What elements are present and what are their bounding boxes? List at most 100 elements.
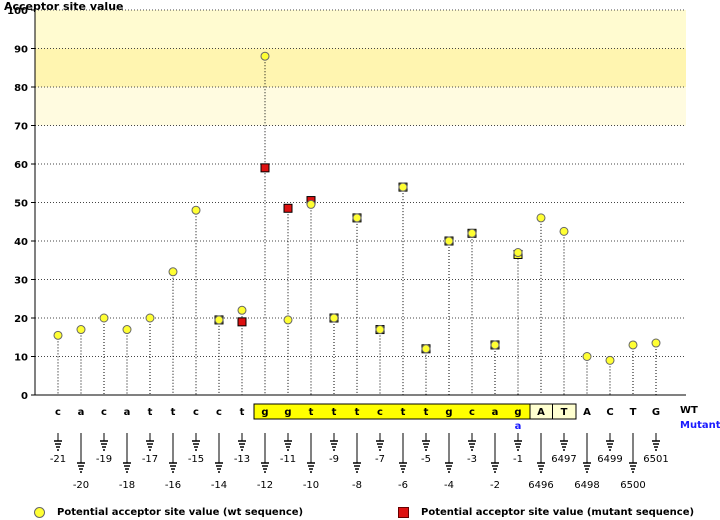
wt-base: g xyxy=(445,407,452,418)
y-tick-label: 30 xyxy=(14,276,28,287)
wt-base: g xyxy=(261,407,268,418)
position-label: -20 xyxy=(73,480,89,491)
wt-base: T xyxy=(630,407,637,418)
mutant-point xyxy=(237,317,247,327)
mutant-base: a xyxy=(515,421,522,432)
wt-base: t xyxy=(332,407,337,418)
wt-point xyxy=(122,325,132,335)
position-label: -4 xyxy=(444,480,454,491)
wt-point xyxy=(237,305,247,315)
wt-point xyxy=(329,313,339,323)
wt-base: C xyxy=(606,407,613,418)
position-label: -2 xyxy=(490,480,500,491)
position-label: -1 xyxy=(513,454,523,465)
wt-point xyxy=(536,213,546,223)
wt-point xyxy=(628,340,638,350)
y-tick-label: 50 xyxy=(14,199,28,210)
wt-point xyxy=(191,205,201,215)
y-tick-label: 40 xyxy=(14,237,28,248)
position-label: 6497 xyxy=(551,454,576,465)
wt-point xyxy=(168,267,178,277)
y-tick-label: 10 xyxy=(14,353,28,364)
wt-base: T xyxy=(561,407,568,418)
position-label: -18 xyxy=(119,480,135,491)
position-label: -6 xyxy=(398,480,408,491)
wt-base: A xyxy=(537,407,545,418)
legend-wt-label: Potential acceptor site value (wt sequen… xyxy=(57,507,304,518)
wt-point xyxy=(306,199,316,209)
wt-point xyxy=(559,226,569,236)
wt-base: c xyxy=(55,407,61,418)
highlight-band xyxy=(35,87,686,126)
wt-base: a xyxy=(492,407,499,418)
position-label: -12 xyxy=(257,480,273,491)
intron-sequence-box xyxy=(253,403,531,420)
position-label: -10 xyxy=(303,480,319,491)
wt-base: t xyxy=(148,407,153,418)
wt-base: c xyxy=(101,407,107,418)
wt-base: A xyxy=(583,407,591,418)
position-label: 6496 xyxy=(528,480,553,491)
position-label: 6499 xyxy=(597,454,622,465)
wt-base: c xyxy=(469,407,475,418)
mutant-row-label: Mutant xyxy=(680,420,720,431)
legend-mutant: Potential acceptor site value (mutant se… xyxy=(398,507,694,518)
highlight-band xyxy=(35,48,686,87)
wt-base: t xyxy=(424,407,429,418)
wt-point xyxy=(605,355,615,365)
wt-point xyxy=(283,315,293,325)
position-label: 6501 xyxy=(643,454,668,465)
wt-base: g xyxy=(514,407,521,418)
wt-point xyxy=(444,236,454,246)
wt-base: c xyxy=(193,407,199,418)
wt-base: c xyxy=(216,407,222,418)
wt-point xyxy=(467,228,477,238)
wt-base: t xyxy=(309,407,314,418)
highlight-band xyxy=(35,10,686,49)
y-tick-label: 0 xyxy=(21,391,28,402)
position-label: -17 xyxy=(142,454,158,465)
wt-point xyxy=(421,344,431,354)
position-label: 6498 xyxy=(574,480,599,491)
wt-row-label: WT xyxy=(680,405,698,416)
position-label: -15 xyxy=(188,454,204,465)
wt-base: t xyxy=(401,407,406,418)
position-label: -19 xyxy=(96,454,112,465)
legend-circle-icon xyxy=(34,507,45,518)
position-label: -16 xyxy=(165,480,181,491)
wt-base: a xyxy=(78,407,85,418)
wt-point xyxy=(582,352,592,361)
wt-point xyxy=(260,51,270,61)
y-tick-label: 20 xyxy=(14,314,28,325)
wt-point xyxy=(513,248,523,258)
legend-mutant-label: Potential acceptor site value (mutant se… xyxy=(421,507,695,518)
y-tick-label: 80 xyxy=(14,83,28,94)
wt-base: g xyxy=(284,407,291,418)
position-label: -9 xyxy=(329,454,339,465)
legend-wt: Potential acceptor site value (wt sequen… xyxy=(34,507,303,518)
legend-square-icon xyxy=(398,507,409,518)
position-label: -11 xyxy=(280,454,296,465)
wt-base: G xyxy=(652,407,660,418)
position-label: 6500 xyxy=(620,480,645,491)
wt-base: t xyxy=(240,407,245,418)
wt-base: t xyxy=(171,407,176,418)
wt-point xyxy=(651,338,661,348)
wt-point xyxy=(53,330,63,340)
position-label: -8 xyxy=(352,480,362,491)
wt-point xyxy=(352,213,362,223)
wt-point xyxy=(490,340,500,350)
position-label: -7 xyxy=(375,454,385,465)
wt-base: a xyxy=(124,407,131,418)
position-label: -5 xyxy=(421,454,431,465)
y-tick-label: 90 xyxy=(14,45,28,56)
y-tick-label: 100 xyxy=(7,6,28,17)
mutant-point xyxy=(260,163,270,173)
wt-point xyxy=(214,315,224,325)
position-label: -21 xyxy=(50,454,66,465)
wt-point xyxy=(375,325,385,335)
wt-point xyxy=(76,325,86,335)
wt-point xyxy=(145,313,155,323)
y-tick-label: 70 xyxy=(14,122,28,133)
